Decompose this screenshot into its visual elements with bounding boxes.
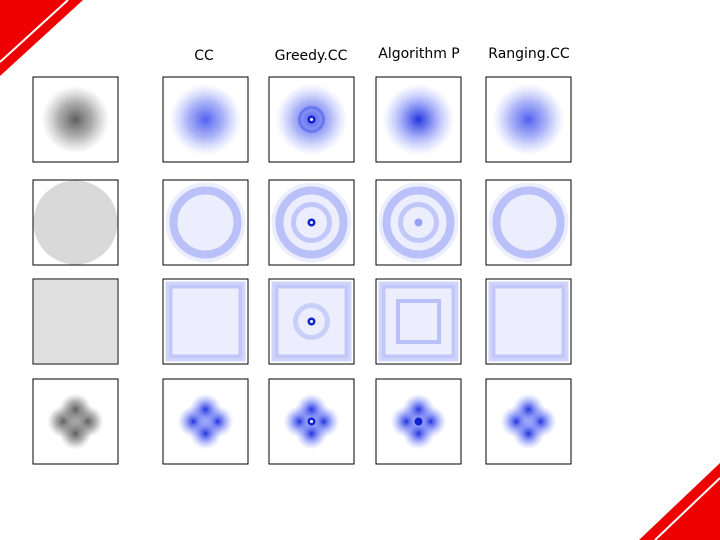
blob (492, 83, 565, 156)
ring (293, 303, 330, 340)
image-cell (485, 378, 572, 465)
corner-decoration (0, 0, 83, 76)
image-frame (485, 179, 572, 266)
column-header: Algorithm P (378, 46, 459, 62)
center-dot (414, 417, 423, 426)
image-cell (375, 378, 462, 465)
image-cell (32, 76, 119, 163)
image-cell (375, 278, 462, 365)
inner-square (396, 299, 441, 344)
image-cell (375, 76, 462, 163)
ring (398, 202, 439, 243)
lobe (402, 393, 435, 426)
center-dot (310, 221, 313, 224)
image-frame (485, 278, 572, 365)
image-cell (162, 76, 249, 163)
square (165, 281, 246, 362)
ring (382, 186, 455, 259)
lobe (512, 417, 545, 450)
corner-stripe (0, 0, 69, 63)
image-cell (162, 378, 249, 465)
image-cell (268, 179, 355, 266)
column-header: Ranging.CC (488, 46, 570, 62)
image-frame (162, 278, 249, 365)
center-dot (310, 420, 313, 423)
center-dot (310, 118, 313, 121)
image-cell (485, 179, 572, 266)
lobe (59, 393, 92, 426)
blob (41, 85, 110, 154)
ring (298, 106, 325, 133)
lobe (402, 417, 435, 450)
image-cell (268, 76, 355, 163)
column-header: CC (194, 48, 214, 64)
lobe (295, 417, 328, 450)
square (34, 280, 117, 363)
lobe (189, 417, 222, 450)
disk (488, 182, 569, 263)
blob (382, 83, 455, 156)
lobe (189, 393, 222, 426)
lobe (512, 393, 545, 426)
square (488, 281, 569, 362)
ring (275, 186, 348, 259)
corner-stripe (654, 477, 720, 540)
image-cell (375, 179, 462, 266)
disk (165, 182, 246, 263)
image-frame (162, 179, 249, 266)
image-frame (375, 278, 462, 365)
disk (33, 180, 118, 265)
image-cell (162, 278, 249, 365)
ring (492, 186, 565, 259)
image-cell (485, 76, 572, 163)
lobe (59, 417, 92, 450)
image-cell (32, 378, 119, 465)
image-cell (32, 278, 119, 365)
image-cell (485, 278, 572, 365)
image-cell (32, 179, 119, 266)
center-dot (310, 320, 313, 323)
corner-decoration (639, 463, 720, 540)
image-cell (268, 378, 355, 465)
square (378, 281, 459, 362)
center-dot (414, 218, 423, 227)
image-cell (268, 278, 355, 365)
lobe (295, 393, 328, 426)
blob (169, 83, 242, 156)
ring (291, 202, 332, 243)
column-header: Greedy.CC (275, 48, 348, 64)
ring (169, 186, 242, 259)
image-cell (162, 179, 249, 266)
image-grid (32, 76, 572, 465)
